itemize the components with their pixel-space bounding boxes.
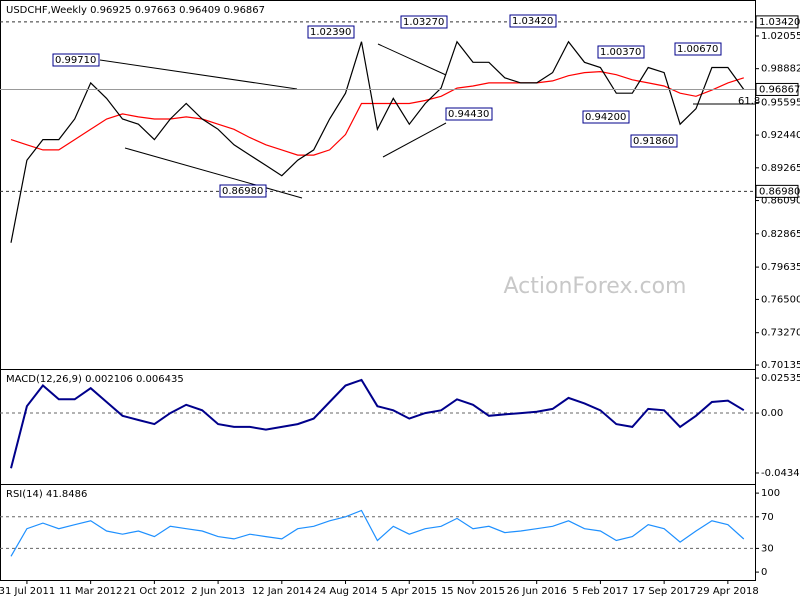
annotation: 1.00370 xyxy=(600,47,641,58)
annotation-box xyxy=(400,15,448,29)
level-label-box xyxy=(755,184,799,198)
y-tick-label: 0.025353 xyxy=(761,373,800,384)
annotation: 0.94430 xyxy=(448,109,489,120)
annotation-box xyxy=(582,110,630,124)
annotation: 0.86980 xyxy=(222,186,263,197)
x-tick-label: 24 Aug 2014 xyxy=(313,586,377,597)
annotation-box xyxy=(52,53,100,67)
rsi-title: RSI(14) 41.8486 xyxy=(6,489,87,500)
x-tick-label: 15 Nov 2015 xyxy=(441,586,505,597)
x-tick-label: 5 Feb 2017 xyxy=(572,586,628,597)
annotation: 0.94200 xyxy=(585,112,626,123)
x-tick-label: 21 Oct 2012 xyxy=(123,586,185,597)
y-tick-label: 70 xyxy=(761,512,774,523)
y-tick-label: 0 xyxy=(761,567,767,578)
annotation-box xyxy=(630,134,678,148)
chart-title: USDCHF,Weekly 0.96925 0.97663 0.96409 0.… xyxy=(6,5,265,16)
y-tick-label: 0.92440 xyxy=(761,130,800,141)
trend-line xyxy=(124,147,303,199)
x-tick-label: 29 Apr 2018 xyxy=(697,586,759,597)
current-price-box xyxy=(755,82,799,96)
y-tick-label: 0.73270 xyxy=(761,328,800,339)
level-label-box xyxy=(755,15,799,29)
x-tick-label: 12 Jan 2014 xyxy=(252,586,312,597)
trend-line xyxy=(99,59,298,90)
x-tick-label: 5 Apr 2015 xyxy=(382,586,437,597)
annotation: 1.02390 xyxy=(310,27,351,38)
annotation-box xyxy=(307,25,355,39)
y-tick-label: 100 xyxy=(761,488,780,499)
annotation-box xyxy=(219,184,267,198)
annotation: 1.03270 xyxy=(403,17,444,28)
y-tick-label: 0.70135 xyxy=(761,360,800,371)
x-tick-label: 31 Jul 2011 xyxy=(0,586,55,597)
y-tick-label: 30 xyxy=(761,543,774,554)
trend-line xyxy=(382,122,447,158)
annotation-box xyxy=(509,14,557,28)
annotation: 0.99710 xyxy=(55,55,96,66)
y-tick-label: 0.76500 xyxy=(761,294,800,305)
y-tick-label: 0.82865 xyxy=(761,229,800,240)
series-line xyxy=(10,70,744,156)
series-line xyxy=(10,509,745,557)
level-label: 1.03420 xyxy=(759,17,800,28)
current-price-label: 0.96867 xyxy=(759,84,800,95)
watermark: ActionForex.com xyxy=(504,274,687,299)
y-tick-label: 0.00 xyxy=(761,408,783,419)
y-tick-label: 0.79635 xyxy=(761,262,800,273)
annotation: 61.8 xyxy=(738,96,760,107)
series-line xyxy=(10,40,745,243)
annotation-box xyxy=(445,107,493,121)
y-tick-label: 1.02055 xyxy=(761,31,800,42)
trend-line xyxy=(377,43,447,76)
level-label: 0.86980 xyxy=(759,186,800,197)
macd-title: MACD(12,26,9) 0.002106 0.006435 xyxy=(6,374,184,385)
series-line xyxy=(10,378,745,469)
annotation-box xyxy=(597,45,645,59)
x-tick-label: 2 Jun 2013 xyxy=(191,586,245,597)
annotation: 0.91860 xyxy=(633,136,674,147)
x-tick-label: 26 Jun 2016 xyxy=(507,586,567,597)
y-tick-label: -0.043419 xyxy=(761,468,800,479)
x-tick-label: 17 Sep 2017 xyxy=(632,586,695,597)
frame xyxy=(0,0,756,581)
y-tick-label: 0.86090 xyxy=(761,196,800,207)
y-tick-label: 0.98882 xyxy=(761,64,800,75)
y-tick-label: 0.95595 xyxy=(761,98,800,109)
x-tick-label: 11 Mar 2012 xyxy=(59,586,122,597)
annotation: 1.00670 xyxy=(677,44,718,55)
annotation: 1.03420 xyxy=(512,16,553,27)
y-tick-label: 0.89265 xyxy=(761,163,800,174)
annotation-box xyxy=(674,42,722,56)
